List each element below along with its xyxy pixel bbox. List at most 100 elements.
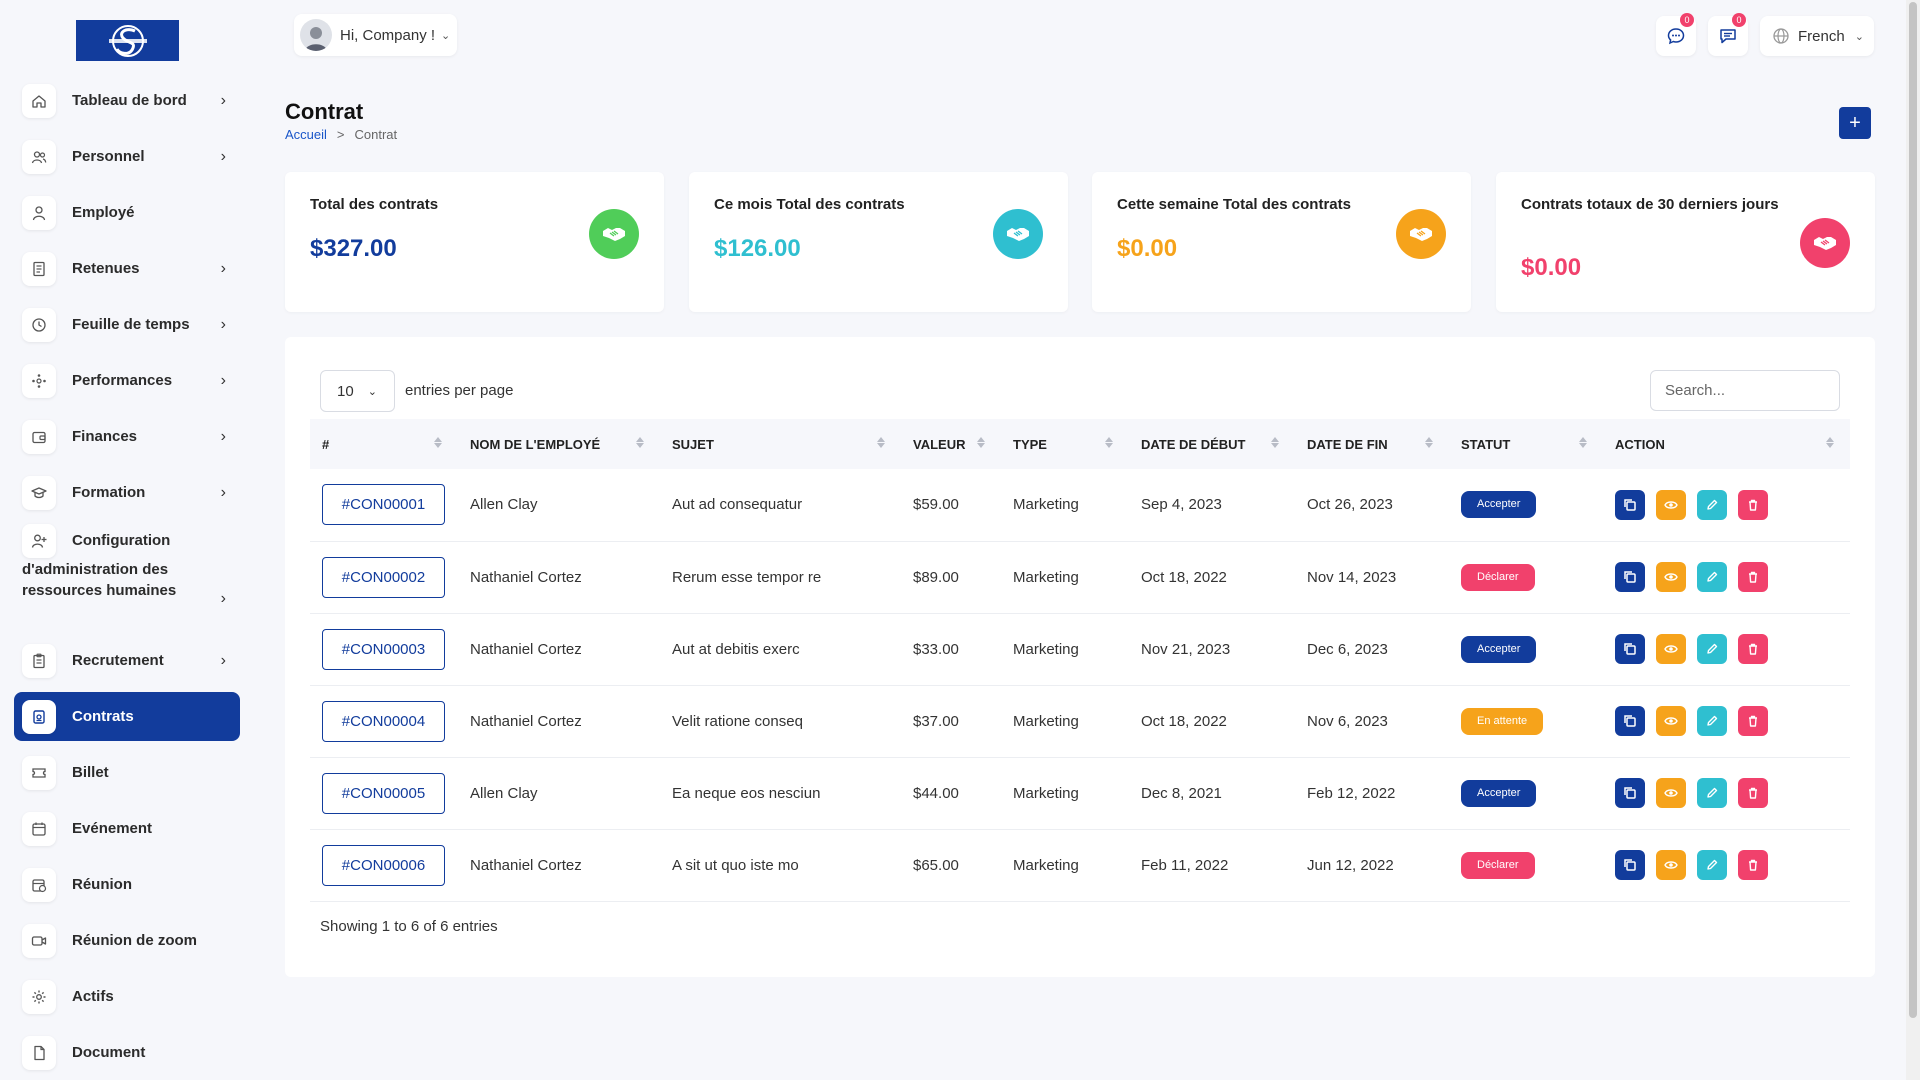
delete-button[interactable] <box>1738 489 1768 520</box>
search-input[interactable] <box>1650 370 1840 411</box>
delete-button[interactable] <box>1738 634 1768 664</box>
contract-id-button[interactable]: #CON00006 <box>322 844 445 886</box>
view-button[interactable] <box>1656 706 1686 736</box>
copy-button[interactable] <box>1615 562 1645 592</box>
sidebar-item-document[interactable]: Document <box>14 1028 240 1077</box>
sidebar-item-retenues[interactable]: Retenues › <box>14 244 240 293</box>
entries-per-page-select[interactable]: 10 ⌄ <box>320 370 395 412</box>
contract-id-button[interactable]: #CON00002 <box>322 556 445 598</box>
copy-button[interactable] <box>1615 778 1645 808</box>
view-button[interactable] <box>1656 562 1686 592</box>
column-header[interactable]: STATUT <box>1449 419 1603 469</box>
cell-end-date: Feb 12, 2022 <box>1307 784 1396 802</box>
edit-button[interactable] <box>1697 489 1727 520</box>
status-badge[interactable]: En attente <box>1461 707 1544 735</box>
user-icon <box>22 195 56 230</box>
gear-icon <box>22 979 56 1014</box>
sidebar-item-tableau-de-bord[interactable]: Tableau de bord › <box>14 76 240 125</box>
breadcrumb-home-link[interactable]: Accueil <box>285 127 327 142</box>
contract-id-button[interactable]: #CON00003 <box>322 628 445 670</box>
user-menu[interactable]: Hi, Company ! ⌄ <box>294 14 457 56</box>
delete-icon <box>1749 715 1757 727</box>
sidebar-item-employ[interactable]: Employé <box>14 188 240 237</box>
sidebar-item-configuration[interactable]: Configuration d'administration des ressou… <box>14 524 240 620</box>
column-header[interactable]: DATE DE FIN <box>1295 419 1449 469</box>
sidebar-item-label: Evénement <box>72 820 153 837</box>
edit-button[interactable] <box>1697 778 1727 808</box>
column-header-label: TYPE <box>1013 436 1047 452</box>
delete-button[interactable] <box>1738 850 1768 880</box>
column-header[interactable]: NOM DE L'EMPLOYÉ <box>458 419 660 469</box>
status-badge[interactable]: Déclarer <box>1461 563 1535 591</box>
column-header[interactable]: # <box>310 419 458 469</box>
cell-actions <box>1603 829 1850 901</box>
graduation-icon <box>22 475 56 510</box>
chevron-right-icon: › <box>220 147 226 165</box>
column-header[interactable]: TYPE <box>1001 419 1129 469</box>
chat-button[interactable]: 0 <box>1656 13 1696 56</box>
view-button[interactable] <box>1656 489 1686 520</box>
contracts-table: # NOM DE L'EMPLOYÉ SUJET VALEUR TYPE DATE DE … <box>310 419 1850 902</box>
copy-icon <box>1624 787 1636 799</box>
sidebar-item-actifs[interactable]: Actifs <box>14 972 240 1021</box>
ticket-icon <box>22 755 56 790</box>
status-badge[interactable]: Accepter <box>1461 779 1537 807</box>
language-selector[interactable]: French ⌄ <box>1760 16 1874 56</box>
edit-button[interactable] <box>1697 850 1727 880</box>
page-scrollbar[interactable] <box>1906 0 1920 1080</box>
status-badge[interactable]: Accepter <box>1461 491 1537 519</box>
status-badge[interactable]: Accepter <box>1461 635 1537 663</box>
sort-icon <box>1425 437 1433 448</box>
delete-button[interactable] <box>1738 562 1768 592</box>
edit-button[interactable] <box>1697 634 1727 664</box>
page-title: Contrat <box>285 99 364 124</box>
copy-button[interactable] <box>1615 489 1645 520</box>
sidebar-item-contrats[interactable]: Contrats <box>14 692 240 741</box>
contract-id-button[interactable]: #CON00001 <box>322 484 445 526</box>
view-button[interactable] <box>1656 850 1686 880</box>
column-header[interactable]: DATE DE DÉBUT <box>1129 419 1295 469</box>
copy-button[interactable] <box>1615 706 1645 736</box>
sidebar-item-r-union-de-zoom[interactable]: Réunion de zoom <box>14 916 240 965</box>
delete-button[interactable] <box>1738 778 1768 808</box>
copy-button[interactable] <box>1615 634 1645 664</box>
sidebar-item-r-union[interactable]: Réunion <box>14 860 240 909</box>
cell-employee: Nathaniel Cortez <box>470 712 582 730</box>
delete-button[interactable] <box>1738 706 1768 736</box>
table-header-row: # NOM DE L'EMPLOYÉ SUJET VALEUR TYPE DATE DE … <box>310 419 1850 469</box>
cell-subject: Ea neque eos nesciun <box>672 784 821 802</box>
contract-id-button[interactable]: #CON00005 <box>322 772 445 814</box>
sidebar-item-finances[interactable]: Finances › <box>14 412 240 461</box>
view-button[interactable] <box>1656 634 1686 664</box>
contract-id-button[interactable]: #CON00004 <box>322 700 445 742</box>
cell-end-date: Dec 6, 2023 <box>1307 640 1388 658</box>
sidebar-item-ev-nement[interactable]: Evénement <box>14 804 240 853</box>
users-icon <box>22 139 56 174</box>
column-header[interactable]: VALEUR <box>901 419 1001 469</box>
table-row: #CON00002 Nathaniel Cortez Rerum esse temp… <box>310 541 1850 613</box>
sidebar-item-feuille-de-temps[interactable]: Feuille de temps › <box>14 300 240 349</box>
edit-button[interactable] <box>1697 562 1727 592</box>
cell-id: #CON00001 <box>310 469 458 541</box>
view-button[interactable] <box>1656 778 1686 808</box>
cell-employee: Nathaniel Cortez <box>470 568 582 586</box>
column-header-label: DATE DE FIN <box>1307 436 1388 452</box>
sidebar-item-recrutement[interactable]: Recrutement › <box>14 636 240 685</box>
sort-icon <box>636 437 644 448</box>
sidebar-item-label: Configuration d'administration des ressou… <box>22 530 232 601</box>
copy-button[interactable] <box>1615 850 1645 880</box>
sidebar-item-performances[interactable]: Performances › <box>14 356 240 405</box>
column-header[interactable]: SUJET <box>660 419 901 469</box>
messages-button[interactable]: 0 <box>1708 13 1748 56</box>
scrollbar-thumb[interactable] <box>1909 2 1917 1018</box>
edit-button[interactable] <box>1697 706 1727 736</box>
cell-status: Déclarer <box>1449 541 1603 613</box>
status-badge[interactable]: Déclarer <box>1461 851 1535 879</box>
column-header[interactable]: ACTION <box>1603 419 1850 469</box>
sidebar-item-billet[interactable]: Billet <box>14 748 240 797</box>
company-logo[interactable] <box>76 20 179 61</box>
sidebar-item-personnel[interactable]: Personnel › <box>14 132 240 181</box>
sidebar-item-formation[interactable]: Formation › <box>14 468 240 517</box>
chevron-down-icon: ⌄ <box>441 29 451 42</box>
add-contract-button[interactable]: + <box>1839 107 1871 139</box>
